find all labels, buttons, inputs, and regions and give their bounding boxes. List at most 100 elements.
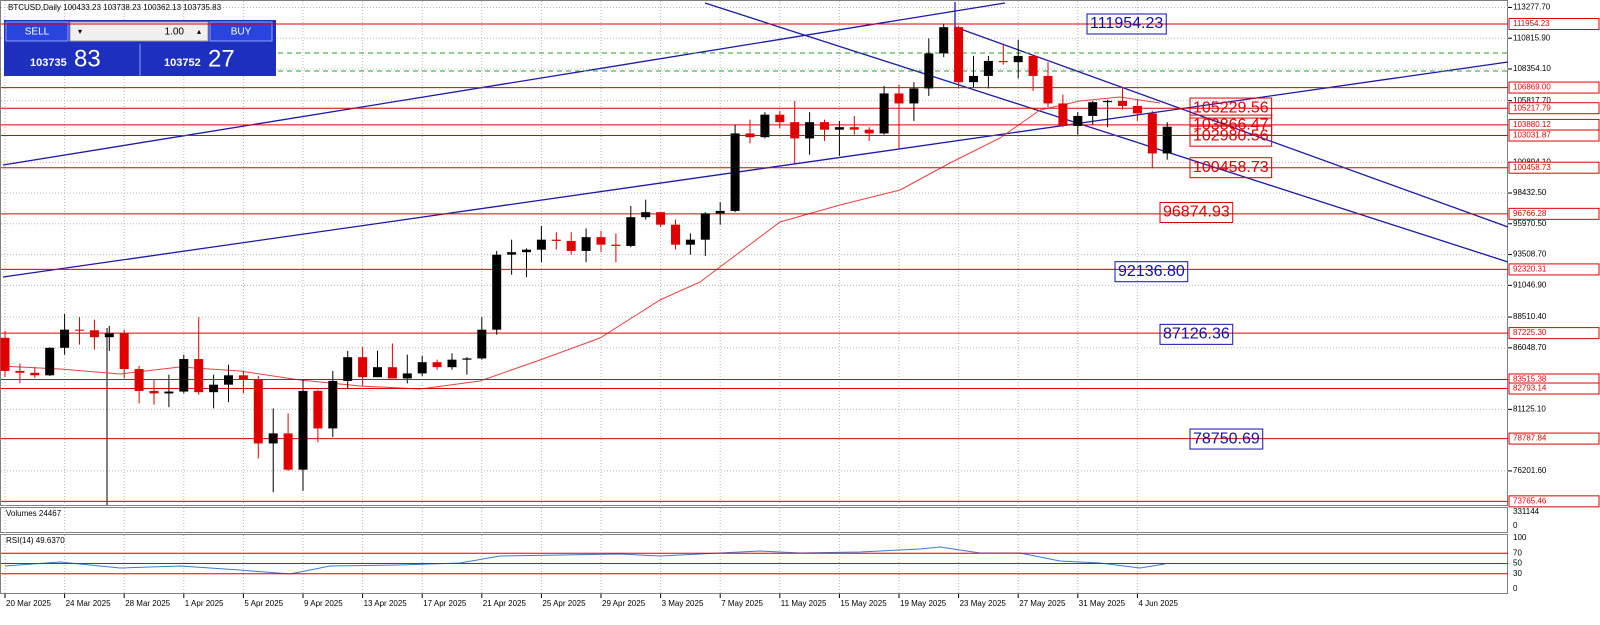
level-label-box: [1508, 495, 1600, 508]
rsi-tick-label: 100: [1513, 533, 1527, 542]
x-tick-label: 20 Mar 2025: [6, 599, 51, 608]
x-tick-label: 19 May 2025: [900, 599, 947, 608]
candle-body: [715, 210, 725, 214]
candle-body: [462, 358, 472, 360]
sell-button[interactable]: [5, 21, 69, 42]
candle-body: [998, 60, 1008, 63]
level-label: 83515.38: [1513, 375, 1547, 384]
rsi-tick-label: 30: [1513, 569, 1522, 578]
annotation-box: [1086, 13, 1167, 35]
annotation: 111954.23: [1090, 15, 1163, 32]
x-tick-label: 21 Apr 2025: [483, 599, 527, 608]
rsi-tick-label: 70: [1513, 548, 1522, 557]
y-tick-label: 91046.90: [1513, 280, 1547, 289]
moving-average: [0, 96, 1161, 390]
x-tick-label: 3 May 2025: [662, 599, 704, 608]
candle-body: [566, 240, 576, 251]
x-tick-label: 1 Apr 2025: [185, 599, 224, 608]
candle-body: [834, 127, 844, 130]
candle-body: [924, 53, 934, 89]
candle-body: [1043, 75, 1053, 104]
annotation: 102980.56: [1193, 127, 1269, 144]
candle-body: [224, 375, 233, 385]
candle-body: [939, 27, 949, 54]
level-label-box: [1508, 207, 1600, 220]
candle-body: [685, 239, 695, 245]
annotation-box: [1189, 428, 1264, 450]
candle-body: [75, 329, 84, 331]
x-tick-label: 7 May 2025: [721, 599, 763, 608]
annotation: 87126.36: [1163, 326, 1230, 343]
level-label: 78787.84: [1513, 434, 1547, 443]
trend-line: [954, 26, 1509, 228]
rsi-label: RSI(14) 49.6370: [6, 536, 65, 545]
buy-button[interactable]: [209, 21, 273, 42]
annotation: 78750.69: [1193, 430, 1260, 447]
x-tick-label: 27 May 2025: [1019, 599, 1066, 608]
candle-body: [954, 27, 964, 83]
lot-input[interactable]: [69, 21, 209, 42]
annotation-box: [1159, 201, 1234, 223]
candle-body: [864, 129, 874, 134]
candle-body: [671, 224, 680, 245]
annotation: 100458.73: [1193, 159, 1269, 176]
x-tick-label: 29 Apr 2025: [602, 599, 646, 608]
candle-body: [581, 237, 591, 251]
x-tick-label: 25 Apr 2025: [542, 599, 586, 608]
x-tick-label: 5 Apr 2025: [244, 599, 283, 608]
x-tick-label: 4 Jun 2025: [1138, 599, 1178, 608]
candle-body: [15, 370, 25, 373]
x-tick-label: 31 May 2025: [1079, 599, 1126, 608]
candle-body: [596, 237, 606, 245]
candle-body: [1058, 103, 1068, 126]
candle-body: [149, 390, 159, 394]
candle-body: [283, 433, 293, 470]
candle-body: [1088, 102, 1098, 116]
lot-down: ▾: [78, 27, 82, 36]
level-label: 105217.79: [1513, 103, 1551, 112]
rsi-tick-label: 50: [1513, 559, 1522, 568]
lot-up: ▴: [197, 27, 201, 36]
candle-body: [119, 333, 129, 370]
level-label: 103031.87: [1513, 131, 1551, 140]
candle-body: [909, 88, 919, 104]
level-label-box: [1508, 263, 1600, 276]
candle-body: [760, 114, 770, 138]
candle-body: [45, 347, 55, 376]
annotation-box: [1114, 261, 1189, 283]
candle-body: [164, 391, 174, 394]
bid-small: 83: [74, 45, 101, 72]
candle-body: [30, 372, 40, 376]
candle-body: [820, 122, 829, 130]
candle-body: [879, 93, 889, 134]
candle-body: [253, 379, 263, 444]
annotation-box: [1159, 323, 1234, 345]
candle-body: [447, 359, 457, 368]
candle-body: [179, 359, 189, 392]
level-label: 96766.28: [1513, 209, 1547, 218]
candle-body: [358, 357, 368, 378]
main-pane: [0, 0, 1508, 506]
candle-body: [373, 367, 382, 378]
y-tick-label: 93508.70: [1513, 250, 1547, 259]
level-label-box: [1508, 17, 1600, 30]
candle-body: [536, 239, 546, 250]
bid-big: 103735: [30, 57, 67, 69]
annotation-box: [1189, 97, 1273, 119]
y-tick-label: 76201.60: [1513, 466, 1547, 475]
rsi-tick-label: 0: [1513, 584, 1518, 593]
candle-body: [402, 373, 412, 379]
candle-body: [1162, 126, 1172, 154]
candle-body: [983, 60, 993, 76]
level-label: 87225.30: [1513, 328, 1547, 337]
candle-body: [194, 359, 204, 393]
y-tick-label: 113277.70: [1513, 3, 1551, 12]
candle-body: [268, 433, 278, 444]
candle-body: [298, 390, 308, 470]
level-label: 103880.12: [1513, 120, 1551, 129]
annotation: 96874.93: [1163, 204, 1230, 221]
trend-line: [704, 2, 1509, 263]
candle-body: [1118, 100, 1127, 106]
y-tick-label: 86048.70: [1513, 343, 1547, 352]
candle-body: [238, 375, 248, 380]
